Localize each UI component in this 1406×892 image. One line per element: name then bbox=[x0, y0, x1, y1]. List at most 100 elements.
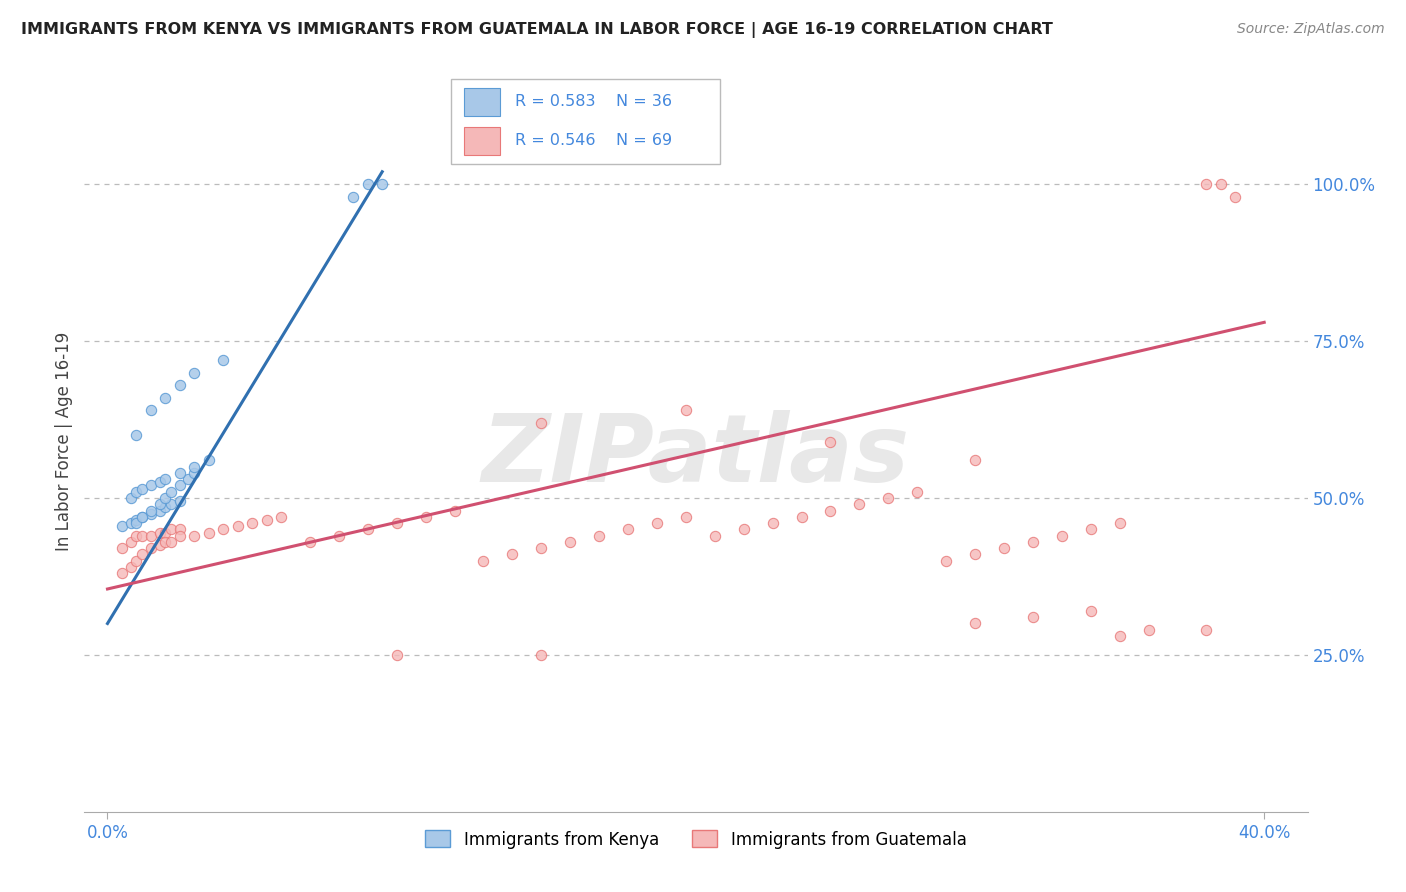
FancyBboxPatch shape bbox=[464, 87, 501, 116]
Point bbox=[240, 516, 263, 530]
Point bbox=[139, 503, 162, 517]
Point bbox=[762, 516, 785, 530]
Point bbox=[385, 516, 408, 530]
Point bbox=[1022, 610, 1045, 624]
Point bbox=[963, 548, 986, 562]
Point bbox=[183, 459, 205, 474]
Text: Source: ZipAtlas.com: Source: ZipAtlas.com bbox=[1237, 22, 1385, 37]
Text: IMMIGRANTS FROM KENYA VS IMMIGRANTS FROM GUATEMALA IN LABOR FORCE | AGE 16-19 CO: IMMIGRANTS FROM KENYA VS IMMIGRANTS FROM… bbox=[21, 22, 1053, 38]
Point bbox=[125, 529, 148, 543]
Point bbox=[131, 529, 153, 543]
Point bbox=[877, 491, 900, 505]
Point bbox=[1108, 629, 1130, 643]
Y-axis label: In Labor Force | Age 16-19: In Labor Force | Age 16-19 bbox=[55, 332, 73, 551]
Point bbox=[111, 519, 134, 533]
Point bbox=[148, 503, 170, 517]
Point bbox=[1022, 535, 1045, 549]
Point bbox=[617, 522, 640, 536]
Point bbox=[905, 484, 928, 499]
Point bbox=[256, 513, 278, 527]
Point bbox=[125, 554, 148, 568]
Point bbox=[342, 190, 364, 204]
Point bbox=[169, 522, 191, 536]
Point bbox=[169, 466, 191, 480]
FancyBboxPatch shape bbox=[464, 127, 501, 155]
Point bbox=[1137, 623, 1160, 637]
Point bbox=[155, 391, 177, 405]
Point bbox=[993, 541, 1015, 556]
Text: ZIPatlas: ZIPatlas bbox=[482, 410, 910, 502]
Point bbox=[443, 503, 465, 517]
Point bbox=[1225, 190, 1247, 204]
Point bbox=[183, 366, 205, 380]
Point bbox=[125, 516, 148, 530]
Point bbox=[1080, 604, 1102, 618]
Point bbox=[820, 434, 842, 449]
Point bbox=[675, 403, 697, 417]
Point bbox=[139, 529, 162, 543]
Point bbox=[155, 535, 177, 549]
Point bbox=[733, 522, 755, 536]
Point bbox=[645, 516, 668, 530]
Point bbox=[111, 566, 134, 581]
Point bbox=[148, 525, 170, 540]
Text: R = 0.546    N = 69: R = 0.546 N = 69 bbox=[515, 134, 672, 148]
Point bbox=[226, 519, 249, 533]
Point bbox=[820, 503, 842, 517]
Point bbox=[139, 541, 162, 556]
Point bbox=[125, 484, 148, 499]
Point bbox=[530, 541, 553, 556]
Point bbox=[183, 466, 205, 480]
Point bbox=[371, 178, 394, 192]
Point bbox=[148, 475, 170, 490]
Point bbox=[848, 497, 870, 511]
Point bbox=[139, 507, 162, 521]
Point bbox=[357, 178, 380, 192]
Point bbox=[131, 509, 153, 524]
Point bbox=[120, 516, 142, 530]
Point bbox=[1080, 522, 1102, 536]
Point bbox=[385, 648, 408, 662]
Point bbox=[472, 554, 495, 568]
Point bbox=[588, 529, 610, 543]
Point bbox=[530, 648, 553, 662]
Point bbox=[530, 416, 553, 430]
Point bbox=[1195, 178, 1218, 192]
Point bbox=[703, 529, 725, 543]
Point bbox=[160, 484, 183, 499]
Point bbox=[148, 538, 170, 552]
Point bbox=[131, 482, 153, 496]
Point bbox=[1209, 178, 1232, 192]
FancyBboxPatch shape bbox=[451, 78, 720, 164]
Point bbox=[1050, 529, 1073, 543]
Point bbox=[298, 535, 321, 549]
Point bbox=[935, 554, 957, 568]
Point bbox=[160, 522, 183, 536]
Point bbox=[212, 522, 235, 536]
Point bbox=[212, 353, 235, 368]
Point bbox=[415, 509, 437, 524]
Legend: Immigrants from Kenya, Immigrants from Guatemala: Immigrants from Kenya, Immigrants from G… bbox=[419, 823, 973, 855]
Point bbox=[120, 560, 142, 574]
Point bbox=[169, 529, 191, 543]
Point bbox=[675, 509, 697, 524]
Point bbox=[177, 472, 200, 486]
Point bbox=[155, 472, 177, 486]
Point bbox=[155, 500, 177, 515]
Point bbox=[169, 478, 191, 492]
Point bbox=[183, 529, 205, 543]
Point bbox=[120, 491, 142, 505]
Point bbox=[963, 453, 986, 467]
Point bbox=[197, 453, 219, 467]
Point bbox=[963, 616, 986, 631]
Point bbox=[131, 509, 153, 524]
Point bbox=[328, 529, 350, 543]
Point bbox=[169, 378, 191, 392]
Point bbox=[160, 535, 183, 549]
Point bbox=[169, 494, 191, 508]
Point bbox=[120, 535, 142, 549]
Point bbox=[148, 497, 170, 511]
Point bbox=[155, 491, 177, 505]
Point bbox=[270, 509, 292, 524]
Point bbox=[160, 497, 183, 511]
